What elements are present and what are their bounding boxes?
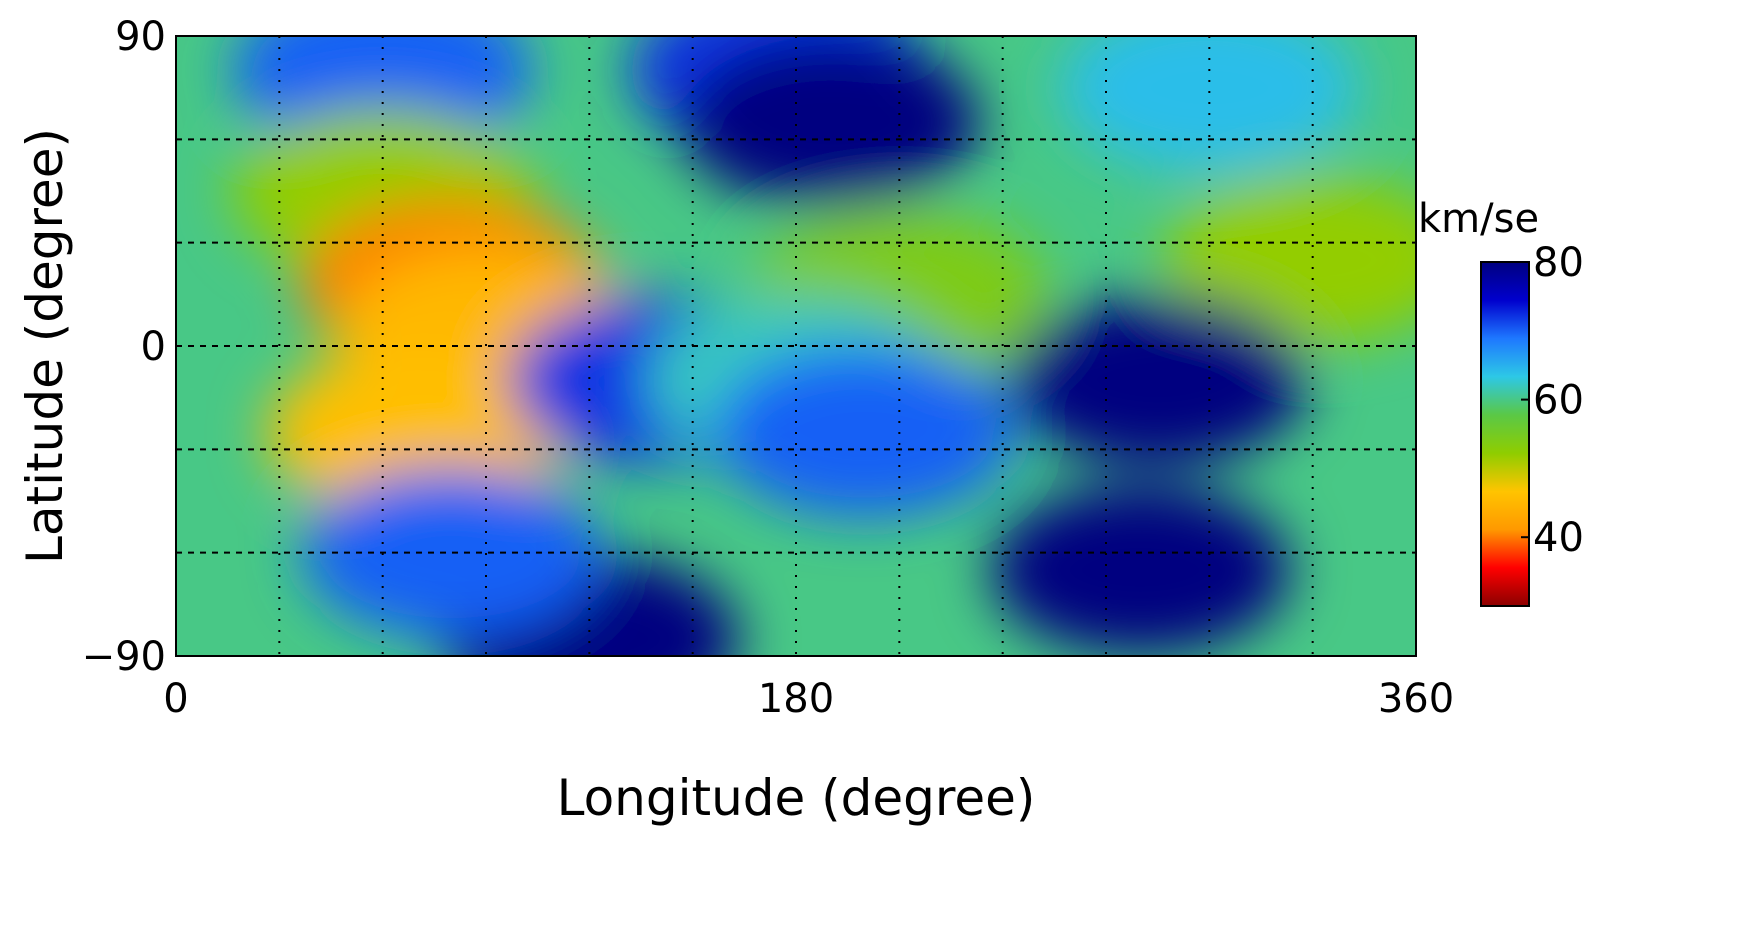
colorbar-tick-label: 40: [1533, 515, 1584, 561]
grid-layer: [176, 36, 1416, 656]
heatmap-cell-dark-north-cell: [680, 37, 981, 208]
colorbar-tick-label: 60: [1533, 378, 1584, 424]
colorbar-gradient: [1480, 261, 1530, 607]
colorbar-unit-label: km/se: [1418, 196, 1539, 242]
heatmap-cell-south-blue-band: [301, 467, 602, 638]
x-axis-title: Longitude (degree): [557, 769, 1036, 827]
x-tick-label: 360: [1378, 676, 1454, 722]
heatmap-cell-green-east: [1162, 174, 1416, 345]
y-tick-label: −90: [82, 634, 166, 680]
colorbar-tick-label: 80: [1533, 240, 1584, 286]
plot-layer: [176, 36, 1416, 656]
x-tick-label: 180: [758, 676, 834, 722]
y-tick-label: 0: [141, 324, 166, 370]
y-tick-label: 90: [115, 14, 166, 60]
y-axis-title: Latitude (degree): [16, 128, 74, 564]
heatmap-cell-south-dark-belt: [990, 484, 1291, 655]
x-tick-label: 0: [163, 676, 188, 722]
heatmap-cell-blue-small: [714, 347, 1015, 518]
colorbar: 80 60 40: [1480, 240, 1584, 607]
plot-frame: [175, 35, 1417, 657]
heatmap-cell-dark-east-cell: [1007, 295, 1308, 466]
